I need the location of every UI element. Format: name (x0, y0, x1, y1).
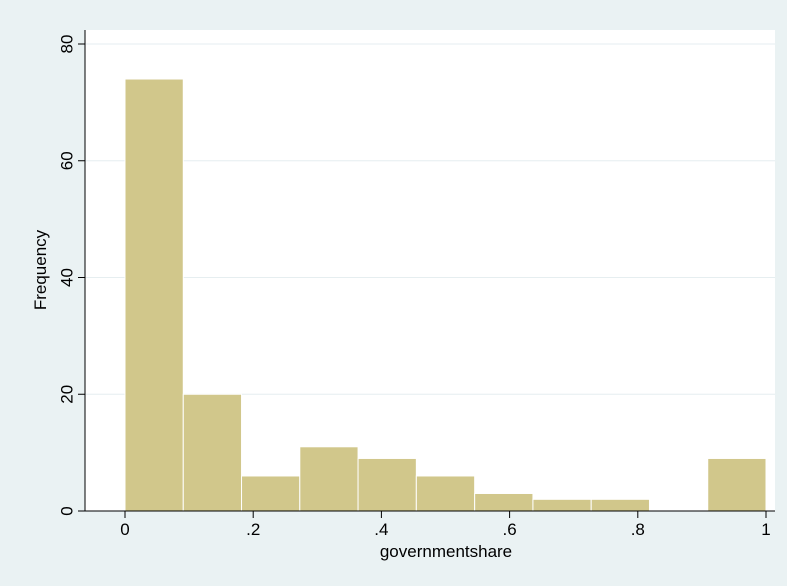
histogram-bar-5 (415, 475, 476, 512)
y-tick-label-60: 60 (57, 151, 76, 170)
histogram-bar-1 (182, 393, 243, 512)
x-tick-label-.6: .6 (503, 520, 517, 539)
x-tick-label-.2: .2 (246, 520, 260, 539)
x-axis-label: governmentshare (380, 542, 512, 561)
y-axis-label: Frequency (31, 229, 50, 310)
histogram-bar-7 (532, 498, 592, 512)
histogram-bar-10 (707, 457, 767, 512)
histogram-bar-0 (124, 78, 184, 512)
histogram-bar-2 (241, 475, 301, 512)
y-tick-label-0: 0 (57, 506, 76, 515)
y-tick-label-40: 40 (57, 268, 76, 287)
histogram-bar-8 (590, 498, 650, 512)
y-axis-ticks: 0 20 40 60 80 (57, 35, 85, 516)
x-tick-label-.8: .8 (631, 520, 645, 539)
x-axis-ticks: 0 .2 .4 .6 .8 1 (120, 511, 771, 539)
x-tick-label-.4: .4 (374, 520, 388, 539)
histogram-bar-6 (474, 492, 534, 512)
histogram-bar-3 (299, 446, 359, 512)
y-tick-label-80: 80 (57, 35, 76, 54)
y-tick-label-20: 20 (57, 385, 76, 404)
x-tick-label-1: 1 (761, 520, 770, 539)
x-tick-label-0: 0 (120, 520, 129, 539)
histogram-bar-4 (357, 457, 417, 512)
